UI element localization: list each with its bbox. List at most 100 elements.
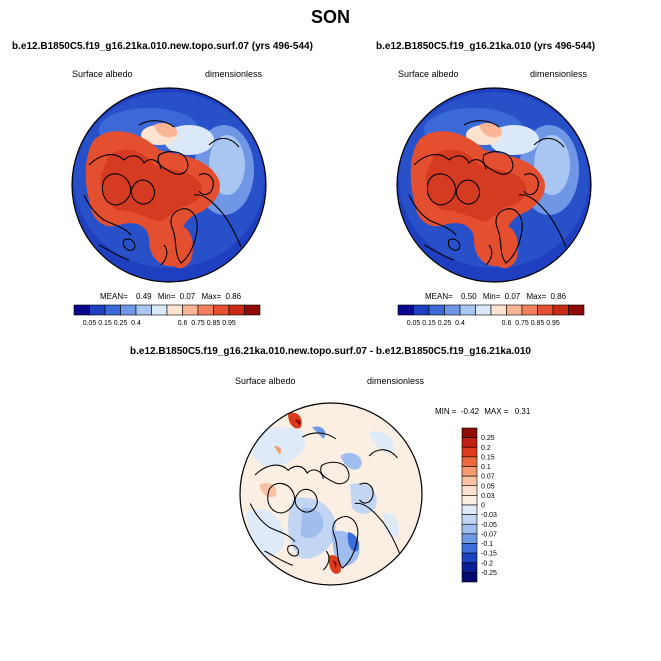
panel-2-colorbar-label: 0.4 bbox=[455, 320, 465, 327]
panel-1-colorbar-label: 0.25 bbox=[114, 320, 128, 327]
panel-2-colorbar-box bbox=[506, 304, 523, 316]
diff-colorbar-box bbox=[461, 437, 478, 448]
diff-colorbar-label: -0.2 bbox=[481, 560, 493, 567]
diff-max-value: 0.31 bbox=[514, 407, 531, 416]
panel-1-colorbar-label: 0.95 bbox=[222, 320, 236, 327]
panel-1-albedo-map bbox=[72, 88, 266, 282]
panel-1-colorbar-label: 0.4 bbox=[131, 320, 141, 327]
panel-1-variable-label: Surface albedo bbox=[72, 69, 133, 79]
panel-1-min-value: 0.07 bbox=[179, 292, 196, 301]
panel-1-colorbar-label: 0.6 bbox=[178, 320, 188, 327]
panel-1-colorbar-label: 0.75 bbox=[191, 320, 205, 327]
diff-colorbar-box bbox=[461, 572, 478, 583]
diff-colorbar-box bbox=[461, 514, 478, 525]
diff-colorbar-label: 0.2 bbox=[481, 445, 491, 452]
panel-1-colorbar-box bbox=[151, 304, 168, 316]
panel-2-albedo-map bbox=[397, 88, 591, 282]
panel-1-max-value: 0.86 bbox=[225, 292, 242, 301]
panel-2-colorbar-box bbox=[521, 304, 538, 316]
panel-2-colorbar-label: 0.25 bbox=[438, 320, 452, 327]
diff-colorbar-box bbox=[461, 495, 478, 506]
panel-1-mean-value: 0.49 bbox=[136, 292, 152, 301]
panel-1-stats: MEAN= 0.49 Min= 0.07 Max= 0.86 bbox=[100, 292, 241, 301]
diff-case-title: b.e12.B1850C5.f19_g16.21ka.010.new.topo.… bbox=[130, 346, 531, 357]
panel-1-colorbar-label: 0.05 bbox=[83, 320, 97, 327]
panel-1-min-label: Min= bbox=[157, 292, 176, 301]
panel-2-max-value: 0.86 bbox=[550, 292, 567, 301]
panel-2-colorbar-box bbox=[537, 304, 554, 316]
diff-colorbar-box bbox=[461, 533, 478, 544]
diff-colorbar-box bbox=[461, 475, 478, 487]
diff-colorbar-box bbox=[461, 446, 478, 458]
diff-colorbar-label: 0.05 bbox=[481, 483, 495, 490]
panel-2-colorbar-label: 0.85 bbox=[531, 320, 545, 327]
panel-2-min-label: Min= bbox=[482, 292, 501, 301]
diff-colorbar-box bbox=[461, 427, 478, 438]
panel-2-colorbar-box bbox=[459, 304, 476, 316]
panel-2-colorbar-label: 0.05 bbox=[407, 320, 421, 327]
diff-colorbar-label: 0.03 bbox=[481, 493, 495, 500]
panel-2-colorbar-label: 0.15 bbox=[422, 320, 436, 327]
panel-1-colorbar-box bbox=[244, 304, 261, 316]
diff-units-label: dimensionless bbox=[367, 376, 425, 386]
diff-colorbar-label: -0.25 bbox=[481, 570, 497, 577]
panel-2-mean-value: 0.50 bbox=[461, 292, 477, 301]
diff-max-label: MAX = bbox=[484, 407, 509, 416]
diff-colorbar-label: 0.07 bbox=[481, 474, 495, 481]
panel-2-colorbar-box bbox=[552, 304, 569, 316]
diff-colorbar-label: -0.15 bbox=[481, 551, 497, 558]
diff-min-label: MIN = bbox=[435, 407, 457, 416]
panel-1-map-border bbox=[71, 87, 267, 283]
panel-1-colorbar-box bbox=[135, 304, 152, 316]
panel-2-variable-label: Surface albedo bbox=[398, 69, 459, 79]
panel-1-units-label: dimensionless bbox=[205, 69, 263, 79]
panel-2-colorbar-box bbox=[397, 304, 414, 316]
diff-colorbar: 0.25 0.2 0.15 0.1 0.07 0.05 0.03 0 -0.03 -0.05 -0.… bbox=[461, 427, 497, 583]
panel-2-stats: MEAN= 0.50 Min= 0.07 Max= 0.86 bbox=[425, 292, 566, 301]
diff-colorbar-box bbox=[461, 485, 478, 496]
diff-map-border bbox=[239, 402, 423, 586]
diff-min-value: -0.42 bbox=[460, 407, 480, 416]
diff-colorbar-label: -0.03 bbox=[481, 512, 497, 519]
panel-1-mean-label: MEAN= bbox=[100, 292, 128, 301]
panel-1-colorbar-box bbox=[104, 304, 121, 316]
diff-colorbar-label: 0.1 bbox=[481, 464, 491, 471]
diff-colorbar-box bbox=[461, 456, 478, 467]
panel-1-colorbar-box bbox=[73, 304, 90, 316]
panel-2-colorbar: 0.05 0.15 0.25 0.4 0.6 0.75 0.85 0.95 bbox=[397, 304, 585, 327]
panel-1-max-label: Max= bbox=[201, 292, 222, 301]
panel-2-colorbar-label: 0.6 bbox=[502, 320, 512, 327]
diff-colorbar-label: 0.25 bbox=[481, 435, 495, 442]
panel-1-colorbar-label: 0.15 bbox=[98, 320, 112, 327]
diff-colorbar-box bbox=[461, 552, 478, 564]
diff-colorbar-box bbox=[461, 523, 478, 535]
panel-2-colorbar-box bbox=[428, 304, 445, 316]
diff-colorbar-box bbox=[461, 543, 478, 554]
diff-stats: MIN = -0.42 MAX = 0.31 bbox=[435, 407, 530, 416]
panel-2-colorbar-label: 0.95 bbox=[546, 320, 560, 327]
panel-1-colorbar-box bbox=[89, 304, 106, 316]
diff-colorbar-label: -0.07 bbox=[481, 531, 497, 538]
panel-2-min-value: 0.07 bbox=[504, 292, 521, 301]
panel-2-units-label: dimensionless bbox=[530, 69, 588, 79]
panel-2-map-border bbox=[396, 87, 592, 283]
diff-colorbar-label: 0 bbox=[481, 503, 485, 510]
diff-colorbar-label: 0.15 bbox=[481, 454, 495, 461]
panel-2-case-title: b.e12.B1850C5.f19_g16.21ka.010 (yrs 496-… bbox=[376, 41, 596, 52]
diff-colorbar-label: -0.1 bbox=[481, 541, 493, 548]
panel-1-case-title: b.e12.B1850C5.f19_g16.21ka.010.new.topo.… bbox=[12, 41, 313, 52]
panel-2-max-label: Max= bbox=[526, 292, 547, 301]
panel-1-colorbar-box bbox=[228, 304, 245, 316]
diff-colorbar-label: -0.05 bbox=[481, 522, 497, 529]
panel-1-colorbar-label: 0.85 bbox=[207, 320, 221, 327]
panel-1-colorbar-box bbox=[166, 304, 183, 316]
panel-1-colorbar-box bbox=[213, 304, 230, 316]
panel-2-colorbar-label: 0.75 bbox=[515, 320, 529, 327]
panel-2-colorbar-box bbox=[413, 304, 430, 316]
diff-colorbar-box bbox=[461, 562, 478, 573]
diff-colorbar-box bbox=[461, 466, 478, 477]
panel-2-colorbar-box bbox=[490, 304, 507, 316]
diff-colorbar-box bbox=[461, 504, 478, 515]
panel-2-colorbar-box bbox=[444, 304, 461, 316]
